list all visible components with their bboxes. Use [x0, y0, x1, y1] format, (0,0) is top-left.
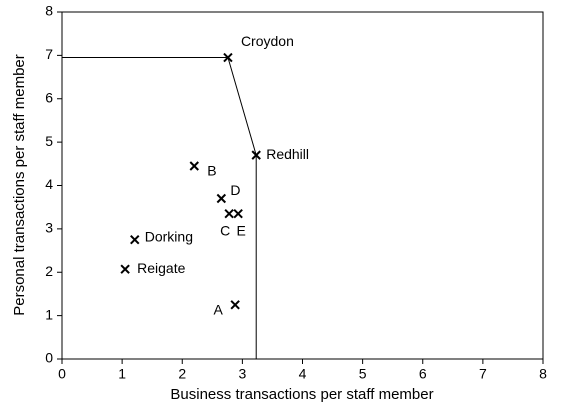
point-label: Dorking: [145, 228, 193, 244]
y-tick-label: 2: [45, 263, 53, 279]
point: [189, 161, 199, 171]
point: [251, 150, 261, 160]
point-label: Redhill: [266, 146, 309, 162]
x-tick-label: 4: [299, 366, 307, 382]
y-tick-label: 4: [45, 176, 53, 192]
cross-stroke: [230, 300, 240, 310]
cross-stroke: [233, 208, 243, 219]
point: [230, 300, 240, 310]
frontier-line: [62, 57, 257, 359]
y-tick-label: 0: [45, 350, 53, 366]
y-axis-title: Personal transactions per staff member: [11, 54, 28, 316]
cross-stroke: [130, 235, 140, 245]
point-label: C: [220, 222, 230, 238]
x-tick-label: 0: [58, 366, 66, 382]
point-label: D: [230, 182, 240, 198]
x-tick-label: 2: [178, 366, 186, 382]
point-label: E: [236, 222, 245, 238]
y-tick-label: 5: [45, 133, 53, 149]
cross-stroke: [189, 161, 199, 171]
x-tick-label: 8: [539, 366, 547, 382]
point: [223, 52, 233, 63]
x-tick-label: 1: [118, 366, 126, 382]
point-label: A: [213, 301, 223, 317]
y-tick-label: 3: [45, 220, 53, 236]
point: [130, 235, 140, 245]
point-label: Reigate: [137, 260, 185, 276]
plot-frame: [61, 11, 544, 360]
x-tick-label: 3: [238, 366, 246, 382]
point: [224, 208, 234, 219]
cross-stroke: [251, 150, 261, 160]
cross-stroke: [223, 52, 233, 63]
point-label: Croydon: [241, 33, 294, 49]
y-tick-label: 1: [45, 306, 53, 322]
y-tick-label: 8: [45, 3, 53, 19]
cross-stroke: [216, 193, 227, 204]
point-label: B: [207, 163, 216, 179]
x-tick-label: 6: [419, 366, 427, 382]
point: [120, 264, 130, 274]
x-tick-label: 7: [479, 366, 487, 382]
y-tick-label: 6: [45, 89, 53, 105]
point: [216, 193, 227, 204]
cross-stroke: [120, 264, 130, 274]
point: [233, 208, 243, 219]
cross-stroke: [224, 208, 234, 219]
x-axis-title: Business transactions per staff member: [170, 386, 433, 403]
y-tick-label: 7: [45, 46, 53, 62]
x-tick-label: 5: [359, 366, 367, 382]
